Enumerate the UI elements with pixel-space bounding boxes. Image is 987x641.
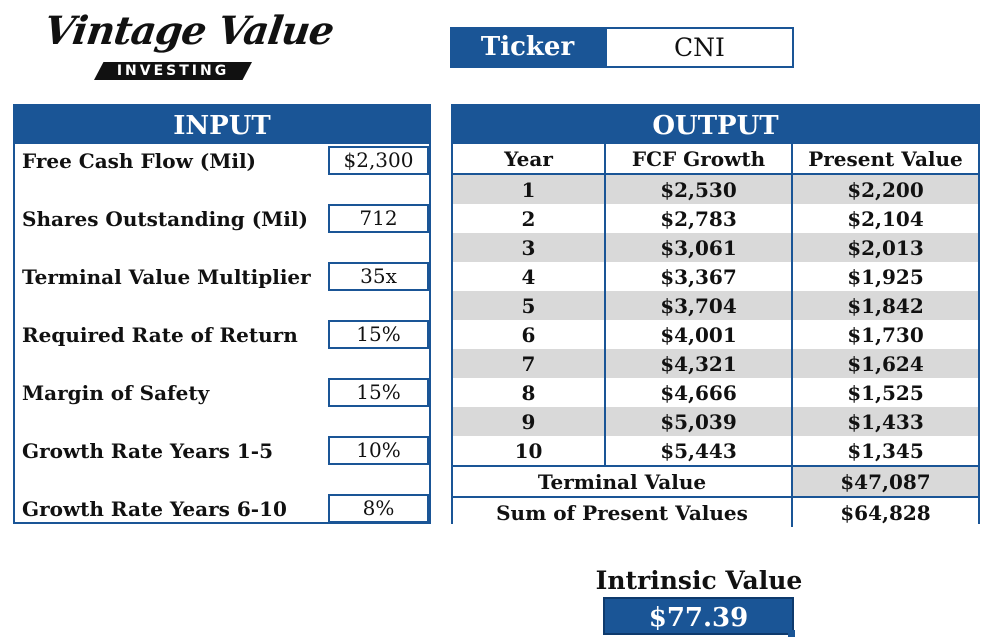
present-value-cell[interactable]: $1,433 bbox=[791, 407, 978, 436]
intrinsic-value-cell[interactable]: $77.39 bbox=[603, 597, 794, 635]
present-value-cell[interactable]: $1,842 bbox=[791, 291, 978, 320]
fcf-growth-cell[interactable]: $3,367 bbox=[604, 262, 793, 291]
output-header: OUTPUT bbox=[453, 106, 978, 144]
input-row-required-return: Required Rate of Return 15% bbox=[15, 320, 429, 349]
intrinsic-value-label: Intrinsic Value bbox=[595, 566, 803, 595]
year-cell[interactable]: 8 bbox=[453, 378, 606, 407]
table-row: 5 $3,704 $1,842 bbox=[453, 291, 978, 320]
table-row: 3 $3,061 $2,013 bbox=[453, 233, 978, 262]
fcf-growth-cell[interactable]: $3,704 bbox=[604, 291, 793, 320]
input-label: Required Rate of Return bbox=[22, 323, 298, 347]
fcf-growth-cell[interactable]: $2,530 bbox=[604, 174, 793, 204]
sum-present-values-cell[interactable]: $64,828 bbox=[791, 496, 978, 527]
year-cell[interactable]: 5 bbox=[453, 291, 606, 320]
table-row: 9 $5,039 $1,433 bbox=[453, 407, 978, 436]
sum-present-values-row: Sum of Present Values $64,828 bbox=[453, 496, 978, 527]
table-row: 6 $4,001 $1,730 bbox=[453, 320, 978, 349]
input-row-terminal-multiplier: Terminal Value Multiplier 35x bbox=[15, 262, 429, 291]
logo-script-text: Vintage Value bbox=[41, 8, 337, 54]
fcf-growth-cell[interactable]: $3,061 bbox=[604, 233, 793, 262]
terminal-value-cell[interactable]: $47,087 bbox=[791, 465, 978, 497]
input-row-shares-outstanding: Shares Outstanding (Mil) 712 bbox=[15, 204, 429, 233]
free-cash-flow-cell[interactable]: $2,300 bbox=[328, 146, 429, 175]
logo-investing-bar: INVESTING bbox=[94, 62, 252, 80]
table-row: 8 $4,666 $1,525 bbox=[453, 378, 978, 407]
present-value-cell[interactable]: $1,730 bbox=[791, 320, 978, 349]
input-header: INPUT bbox=[15, 106, 429, 144]
output-table: Year FCF Growth Present Value 1 $2,530 $… bbox=[453, 144, 978, 527]
input-label: Margin of Safety bbox=[22, 381, 210, 405]
input-row-free-cash-flow: Free Cash Flow (Mil) $2,300 bbox=[15, 146, 429, 175]
growth-rate-6-10-cell[interactable]: 8% bbox=[328, 494, 429, 523]
terminal-value-label: Terminal Value bbox=[453, 465, 793, 497]
column-header-year: Year bbox=[453, 144, 606, 175]
fcf-growth-cell[interactable]: $4,321 bbox=[604, 349, 793, 378]
year-cell[interactable]: 7 bbox=[453, 349, 606, 378]
present-value-cell[interactable]: $1,525 bbox=[791, 378, 978, 407]
table-row: 7 $4,321 $1,624 bbox=[453, 349, 978, 378]
year-cell[interactable]: 1 bbox=[453, 174, 606, 204]
input-row-growth-6-10: Growth Rate Years 6-10 8% bbox=[15, 494, 429, 523]
year-cell[interactable]: 10 bbox=[453, 436, 606, 466]
year-cell[interactable]: 4 bbox=[453, 262, 606, 291]
year-cell[interactable]: 9 bbox=[453, 407, 606, 436]
input-label: Terminal Value Multiplier bbox=[22, 265, 311, 289]
present-value-cell[interactable]: $1,345 bbox=[791, 436, 978, 466]
output-header-row: Year FCF Growth Present Value bbox=[453, 144, 978, 175]
input-panel: INPUT Free Cash Flow (Mil) $2,300 Shares… bbox=[13, 104, 431, 524]
ticker-label: Ticker bbox=[450, 27, 605, 68]
table-row: 1 $2,530 $2,200 bbox=[453, 174, 978, 204]
fcf-growth-cell[interactable]: $5,443 bbox=[604, 436, 793, 466]
fcf-growth-cell[interactable]: $4,666 bbox=[604, 378, 793, 407]
input-label: Growth Rate Years 6-10 bbox=[22, 497, 287, 521]
fcf-growth-cell[interactable]: $4,001 bbox=[604, 320, 793, 349]
column-header-fcf-growth: FCF Growth bbox=[604, 144, 793, 175]
present-value-cell[interactable]: $2,013 bbox=[791, 233, 978, 262]
growth-rate-1-5-cell[interactable]: 10% bbox=[328, 436, 429, 465]
output-panel: OUTPUT Year FCF Growth Present Value 1 $… bbox=[451, 104, 980, 527]
required-return-cell[interactable]: 15% bbox=[328, 320, 429, 349]
table-row: 10 $5,443 $1,345 bbox=[453, 436, 978, 466]
present-value-cell[interactable]: $1,624 bbox=[791, 349, 978, 378]
sum-present-values-label: Sum of Present Values bbox=[453, 496, 793, 527]
present-value-cell[interactable]: $2,200 bbox=[791, 174, 978, 204]
fill-handle[interactable] bbox=[788, 630, 795, 637]
margin-of-safety-cell[interactable]: 15% bbox=[328, 378, 429, 407]
terminal-multiplier-cell[interactable]: 35x bbox=[328, 262, 429, 291]
table-row: 4 $3,367 $1,925 bbox=[453, 262, 978, 291]
year-cell[interactable]: 3 bbox=[453, 233, 606, 262]
shares-outstanding-cell[interactable]: 712 bbox=[328, 204, 429, 233]
fcf-growth-cell[interactable]: $2,783 bbox=[604, 204, 793, 233]
present-value-cell[interactable]: $1,925 bbox=[791, 262, 978, 291]
input-label: Growth Rate Years 1-5 bbox=[22, 439, 273, 463]
year-cell[interactable]: 2 bbox=[453, 204, 606, 233]
table-row: 2 $2,783 $2,104 bbox=[453, 204, 978, 233]
input-row-growth-1-5: Growth Rate Years 1-5 10% bbox=[15, 436, 429, 465]
present-value-cell[interactable]: $2,104 bbox=[791, 204, 978, 233]
input-row-margin-of-safety: Margin of Safety 15% bbox=[15, 378, 429, 407]
column-header-present-value: Present Value bbox=[791, 144, 978, 175]
fcf-growth-cell[interactable]: $5,039 bbox=[604, 407, 793, 436]
input-label: Shares Outstanding (Mil) bbox=[22, 207, 308, 231]
terminal-value-row: Terminal Value $47,087 bbox=[453, 465, 978, 497]
year-cell[interactable]: 6 bbox=[453, 320, 606, 349]
ticker-input-cell[interactable]: CNI bbox=[605, 27, 794, 68]
input-label: Free Cash Flow (Mil) bbox=[22, 149, 257, 173]
